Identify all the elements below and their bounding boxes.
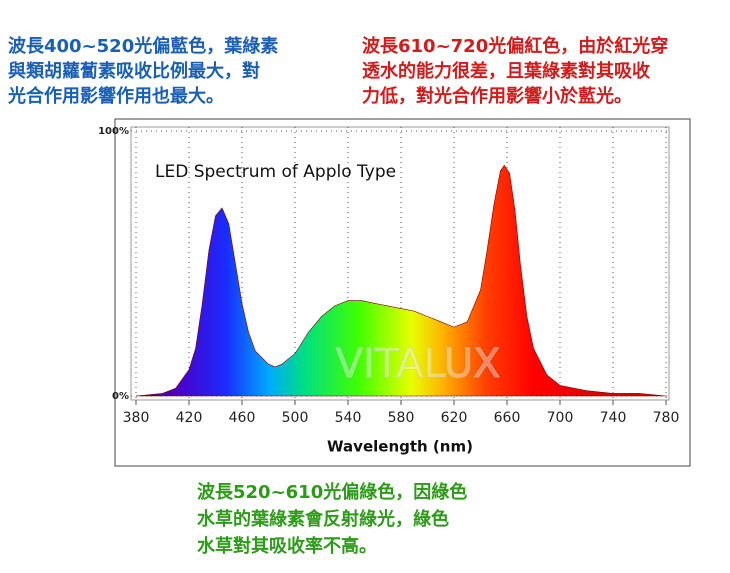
x-tick-label: 660 <box>494 410 521 426</box>
annotation-line: 波長520~610光偏綠色，因綠色 <box>197 481 467 503</box>
x-tick-label: 700 <box>547 410 574 426</box>
annotation-line: 水草對其吸收率不高。 <box>197 535 377 557</box>
watermark: VITALUX <box>336 341 501 387</box>
x-tick-label: 540 <box>335 410 362 426</box>
x-tick-label: 460 <box>229 410 256 426</box>
y-tick-label: 0% <box>112 391 129 402</box>
chart-title: LED Spectrum of Applo Type <box>155 162 396 182</box>
spectrum-area <box>135 164 667 397</box>
x-axis-label: Wavelength (nm) <box>327 438 473 456</box>
x-tick-label: 780 <box>653 410 680 426</box>
x-tick-label: 580 <box>388 410 415 426</box>
y-tick-label: 100% <box>98 126 129 137</box>
annotation-line: 與類胡蘿蔔素吸收比例最大，對 <box>8 60 260 82</box>
annotation-line: 光合作用影響作用也最大。 <box>7 85 224 107</box>
annotation-line: 透水的能力很差，且葉綠素對其吸收 <box>362 60 650 82</box>
x-tick-label: 420 <box>176 410 203 426</box>
annotation-line: 波長610~720光偏紅色，由於紅光穿 <box>362 35 668 57</box>
x-tick-label: 380 <box>123 410 150 426</box>
annotation-line: 水草的葉綠素會反射綠光，綠色 <box>197 508 449 530</box>
x-tick-label: 620 <box>441 410 468 426</box>
annotation-line: 波長400~520光偏藍色，葉綠素 <box>8 35 278 57</box>
x-tick-label: 740 <box>600 410 627 426</box>
x-tick-label: 500 <box>282 410 309 426</box>
annotation-line: 力低，對光合作用影響小於藍光。 <box>362 85 632 107</box>
